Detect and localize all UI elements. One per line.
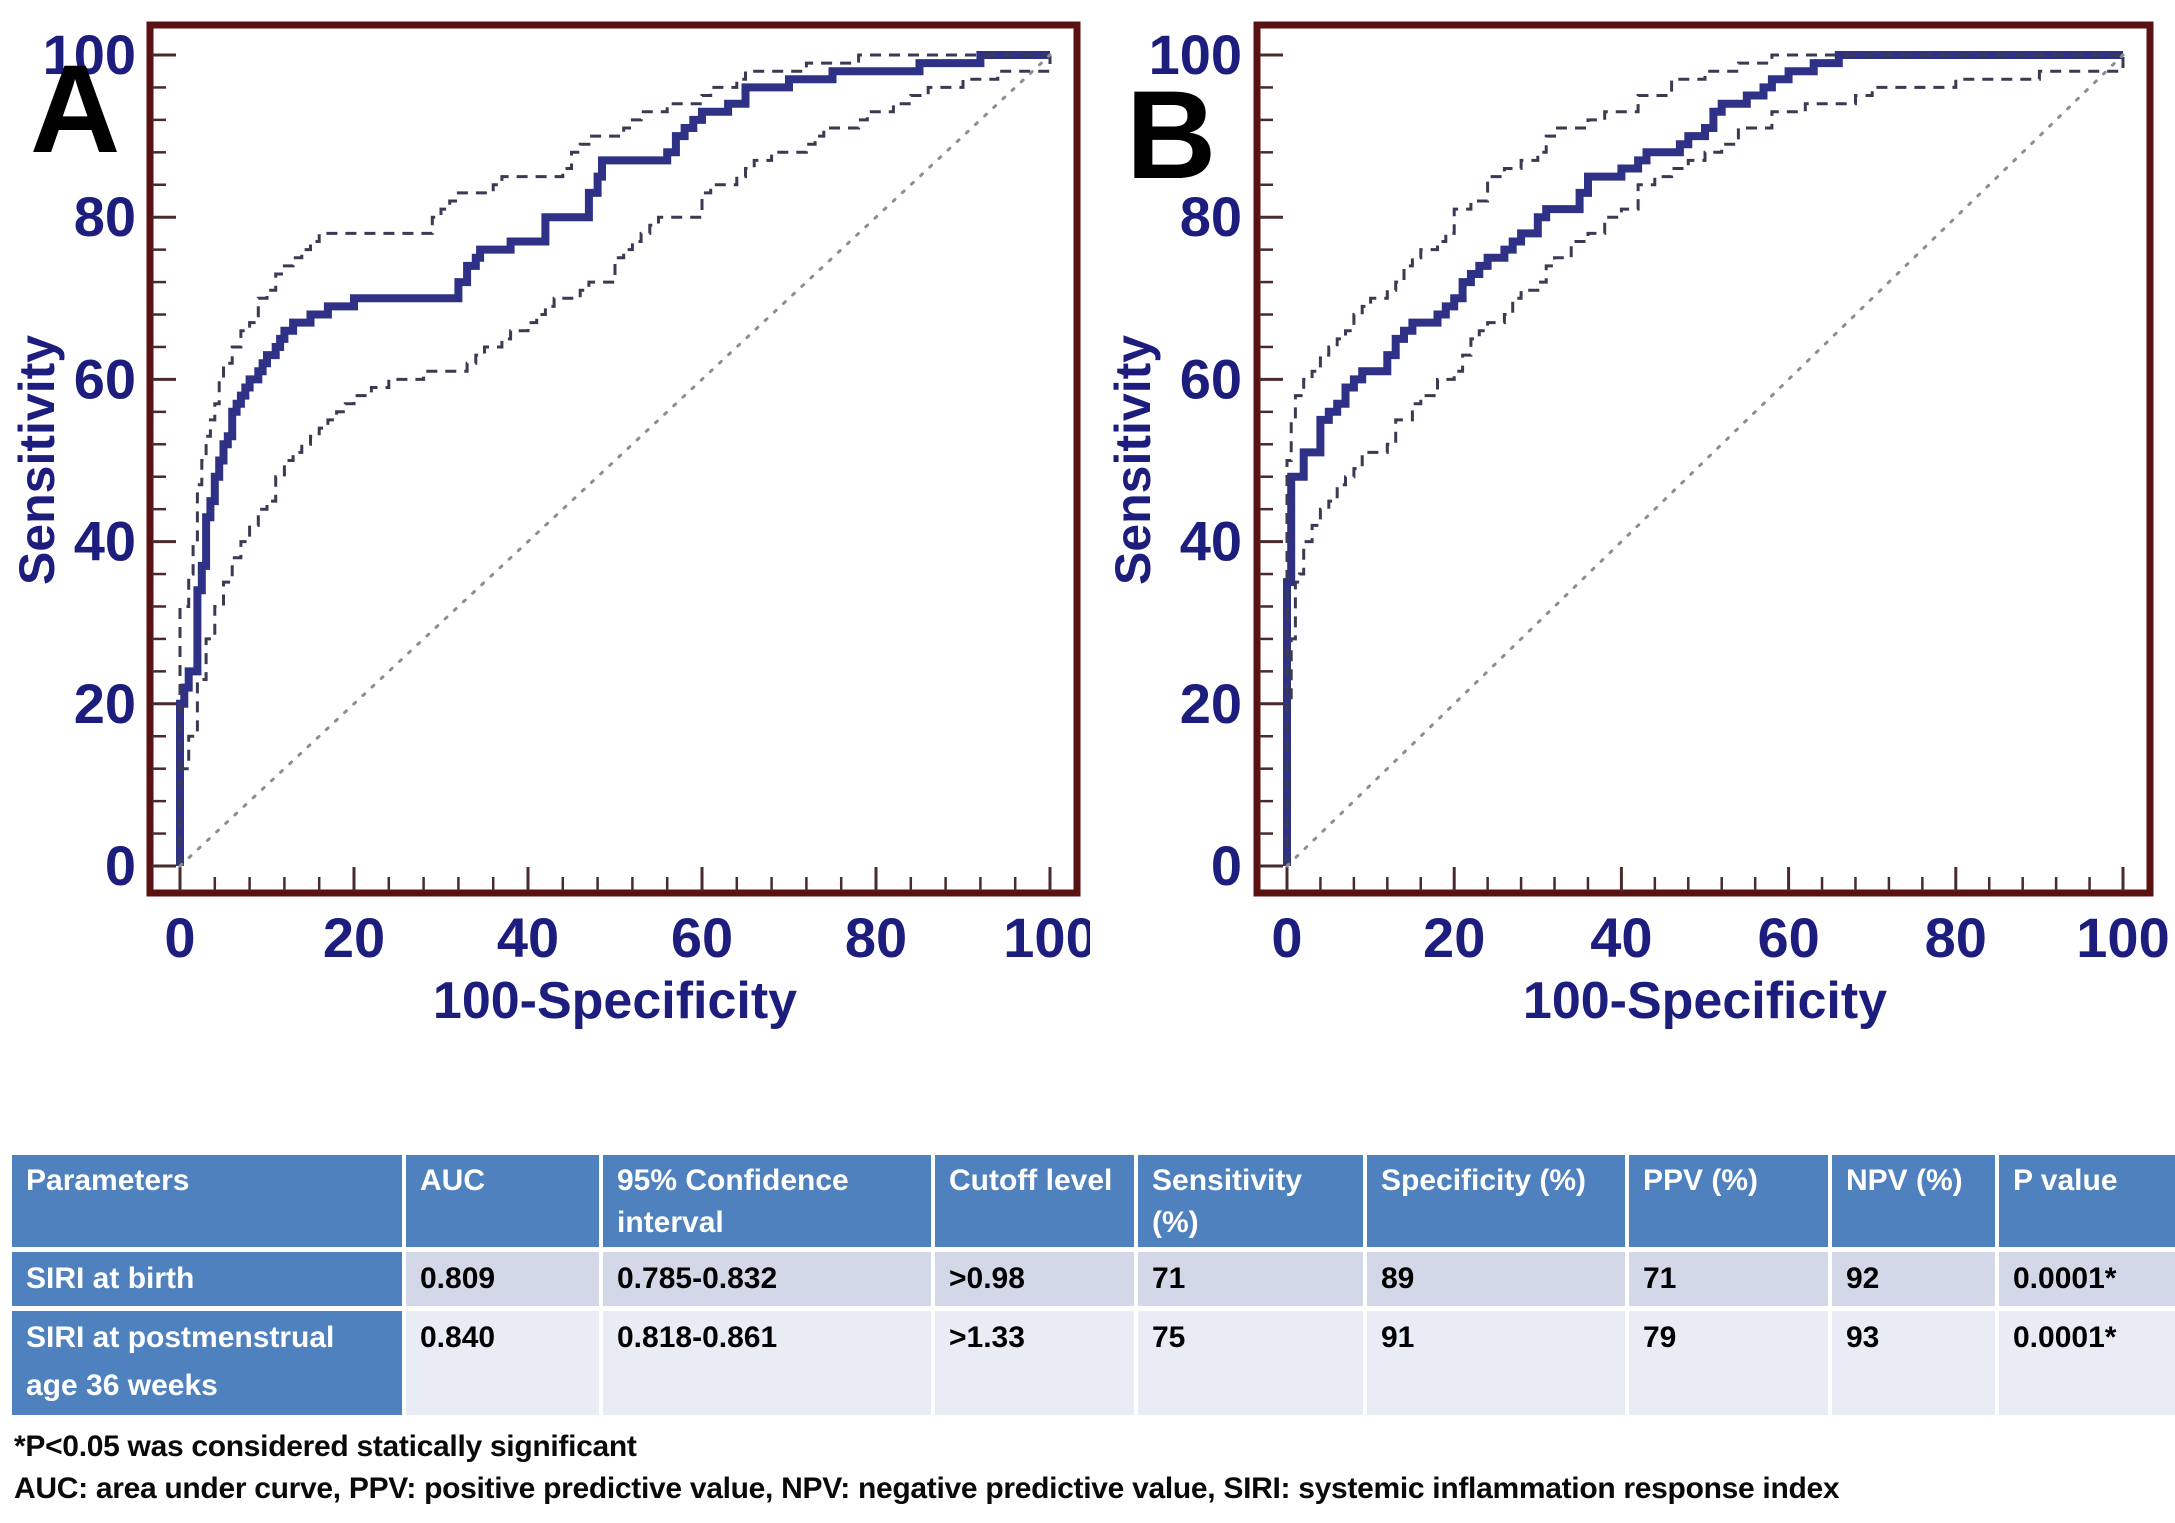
- figure-panel-a: 0 20 40 60 80 100 0 20 40 60 80 100 A Sensitivity 100-…: [0, 0, 1097, 1050]
- table-cell: 79: [1629, 1311, 1828, 1415]
- y-tick-label: 40: [74, 510, 136, 573]
- table-cell: 0.0001*: [1999, 1311, 2175, 1415]
- table-cell: >0.98: [935, 1252, 1134, 1306]
- table-cell: 91: [1367, 1311, 1625, 1415]
- y-axis-title: Sensitivity: [9, 335, 65, 585]
- row-label-siri-at-birth: SIRI at birth: [12, 1252, 402, 1306]
- y-tick-label: 0: [1211, 834, 1242, 897]
- figure-panel-b: 0 20 40 60 80 100 0 20 40 60 80 100 B Sensitivity 100-…: [1090, 0, 2175, 1050]
- table-cell: 0.809: [406, 1252, 599, 1306]
- x-axis-title: 100-Specificity: [1523, 972, 1887, 1030]
- header-cell-specificity: Specificity (%): [1367, 1155, 1625, 1247]
- y-tick-label: 100: [1149, 23, 1242, 86]
- y-tick-label: 20: [74, 672, 136, 735]
- x-tick-label: 20: [1423, 906, 1485, 969]
- row-label-siri-postmenstrual: SIRI at postmenstrual age 36 weeks: [12, 1311, 402, 1415]
- x-tick-label: 80: [845, 906, 907, 969]
- y-tick-label: 60: [1180, 347, 1242, 410]
- header-cell-auc: AUC: [406, 1155, 599, 1247]
- roc-chart-a: 0 20 40 60 80 100020406080100ASensitivity100-…: [9, 21, 1097, 1030]
- y-tick-label: 40: [1180, 510, 1242, 573]
- ci-lower-curve: [1285, 55, 2125, 866]
- x-tick-label: 60: [1757, 906, 1819, 969]
- table-cell: 93: [1832, 1311, 1995, 1415]
- table-cell: 71: [1138, 1252, 1363, 1306]
- x-tick-label: 80: [1925, 906, 1987, 969]
- x-tick-label: 60: [671, 906, 733, 969]
- table-cell: 0.785-0.832: [603, 1252, 931, 1306]
- roc-curve: [1283, 51, 2123, 866]
- footnote-significance: *P<0.05 was considered statically signif…: [14, 1430, 637, 1463]
- y-tick-label: 0: [105, 834, 136, 897]
- reference-diagonal: [178, 53, 1052, 868]
- x-tick-label: 40: [497, 906, 559, 969]
- y-tick-label: 80: [1180, 185, 1242, 248]
- header-cell-npv: NPV (%): [1832, 1155, 1995, 1247]
- panel-letter: A: [30, 40, 120, 179]
- panel-letter: B: [1126, 66, 1216, 205]
- y-axis-title: Sensitivity: [1105, 335, 1161, 585]
- header-cell-ppv: PPV (%): [1629, 1155, 1828, 1247]
- table-cell: 71: [1629, 1252, 1828, 1306]
- plot-border: [1253, 21, 2154, 897]
- roc-curve: [176, 51, 1050, 866]
- y-tick-label: 80: [74, 185, 136, 248]
- table-cell: 0.818-0.861: [603, 1311, 931, 1415]
- x-tick-label: 40: [1590, 906, 1652, 969]
- y-tick-label: 100: [43, 23, 136, 86]
- x-axis-title: 100-Specificity: [433, 972, 797, 1030]
- table-cell: 75: [1138, 1311, 1363, 1415]
- roc-chart-b: 0 20 40 60 80 100020406080100BSensitivity100-…: [1105, 21, 2170, 1030]
- y-tick-label: 60: [74, 347, 136, 410]
- footnote-abbreviations: AUC: area under curve, PPV: positive pre…: [14, 1472, 1840, 1505]
- header-cell-ci: 95% Confidence interval: [603, 1155, 931, 1247]
- y-tick-label: 20: [1180, 672, 1242, 735]
- table-cell: 0.840: [406, 1311, 599, 1415]
- ci-upper-curve: [1285, 53, 2123, 866]
- plot-border: [146, 21, 1081, 897]
- x-tick-label: 100: [2076, 906, 2169, 969]
- header-cell-cutoff: Cutoff level: [935, 1155, 1134, 1247]
- x-tick-label: 0: [164, 906, 195, 969]
- table-cell: 89: [1367, 1252, 1625, 1306]
- header-cell-pvalue: P value: [1999, 1155, 2175, 1247]
- ci-lower-curve: [178, 55, 1052, 866]
- results-table: Parameters AUC 95% Confidence interval C…: [12, 1155, 2175, 1415]
- table-cell: 92: [1832, 1252, 1995, 1306]
- header-cell-parameters: Parameters: [12, 1155, 402, 1247]
- ci-upper-curve: [178, 53, 1050, 866]
- table-cell: 0.0001*: [1999, 1252, 2175, 1306]
- x-tick-label: 100: [1003, 906, 1090, 969]
- x-tick-label: 20: [323, 906, 385, 969]
- header-cell-sensitivity: Sensitivity (%): [1138, 1155, 1363, 1247]
- table-cell: >1.33: [935, 1311, 1134, 1415]
- x-tick-label: 0: [1271, 906, 1302, 969]
